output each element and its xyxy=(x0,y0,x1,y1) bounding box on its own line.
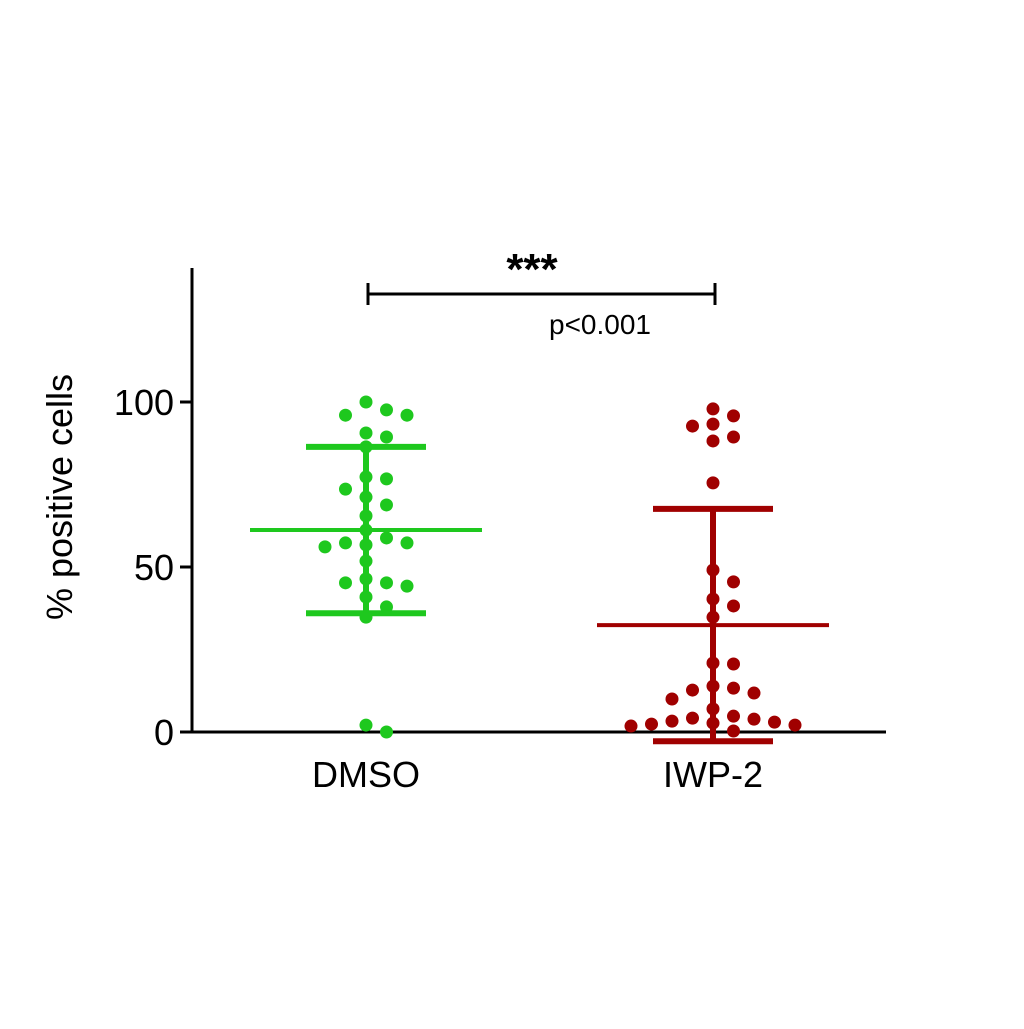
data-point xyxy=(359,426,373,440)
data-point xyxy=(380,531,393,545)
data-point xyxy=(686,683,699,697)
data-point xyxy=(380,576,393,590)
y-axis-label: % positive cells xyxy=(39,374,80,620)
data-point xyxy=(380,430,393,444)
y-tick-label: 50 xyxy=(134,547,174,588)
data-point xyxy=(727,575,740,589)
x-tick-label: DMSO xyxy=(312,754,420,795)
data-point xyxy=(727,724,740,738)
data-point xyxy=(706,417,720,431)
data-point xyxy=(727,599,740,613)
data-point xyxy=(686,711,699,725)
data-point xyxy=(400,579,414,593)
data-point xyxy=(624,719,638,733)
data-point xyxy=(727,681,740,695)
data-point xyxy=(747,686,761,700)
data-point xyxy=(339,482,352,496)
data-point xyxy=(380,403,393,417)
data-point xyxy=(727,709,740,723)
data-point xyxy=(318,540,332,554)
data-point xyxy=(380,498,393,512)
data-point xyxy=(380,725,393,739)
data-point xyxy=(768,715,781,729)
data-point xyxy=(665,692,679,706)
data-point xyxy=(727,430,740,444)
data-point xyxy=(359,718,373,732)
data-point xyxy=(645,717,658,731)
significance-stars: *** xyxy=(506,245,558,294)
data-point xyxy=(339,408,352,422)
data-point xyxy=(706,402,720,416)
data-point xyxy=(747,712,761,726)
p-value: p<0.001 xyxy=(549,309,651,340)
data-point xyxy=(706,434,720,448)
data-point xyxy=(727,409,740,423)
data-point xyxy=(727,657,740,671)
data-point xyxy=(686,419,699,433)
data-point xyxy=(339,576,352,590)
data-point xyxy=(339,536,352,550)
significance-bracket xyxy=(366,283,717,305)
y-tick-label: 100 xyxy=(114,382,174,423)
data-point xyxy=(380,600,393,614)
data-point xyxy=(380,472,393,486)
data-point xyxy=(788,718,802,732)
data-point xyxy=(706,476,720,490)
y-tick-label: 0 xyxy=(154,712,174,753)
data-point xyxy=(400,536,414,550)
data-point xyxy=(359,395,373,409)
data-point xyxy=(665,714,679,728)
x-tick-label: IWP-2 xyxy=(663,754,763,795)
data-point xyxy=(400,408,414,422)
